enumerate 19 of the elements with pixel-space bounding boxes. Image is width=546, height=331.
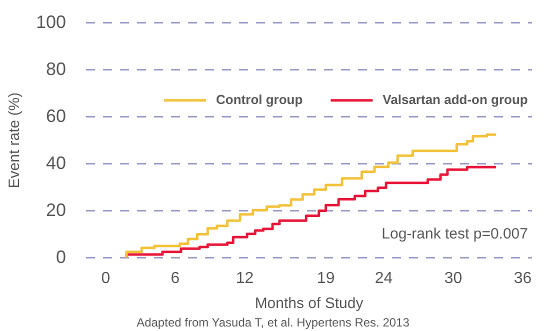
x-tick-label: 30 — [444, 270, 462, 287]
y-tick-label: 20 — [46, 200, 66, 220]
y-tick-label: 40 — [46, 152, 66, 173]
y-tick-label: 80 — [46, 58, 66, 79]
y-tick-label: 100 — [36, 12, 66, 32]
text: Adapted from Yasuda T, et al. Hypertens Res. 2013 — [136, 315, 410, 330]
legend-label: Control group — [216, 92, 303, 107]
x-tick-label: 0 — [101, 270, 110, 287]
x-tick-label: 24 — [374, 270, 393, 287]
x-tick-label: 12 — [236, 270, 254, 287]
x-tick-label: 19 — [316, 270, 335, 287]
y-tick-label: 60 — [46, 106, 66, 126]
annotation: Log-rank test p=0.007 — [382, 225, 528, 242]
x-tick-label: 6 — [170, 270, 180, 287]
x-axis-title: Months of Study — [254, 295, 364, 312]
y-axis-title: Event rate (%) — [6, 92, 24, 188]
legend-label: Valsartan add-on group — [382, 92, 528, 107]
x-tick-label: 36 — [514, 270, 532, 287]
y-tick-label: 0 — [56, 246, 66, 267]
